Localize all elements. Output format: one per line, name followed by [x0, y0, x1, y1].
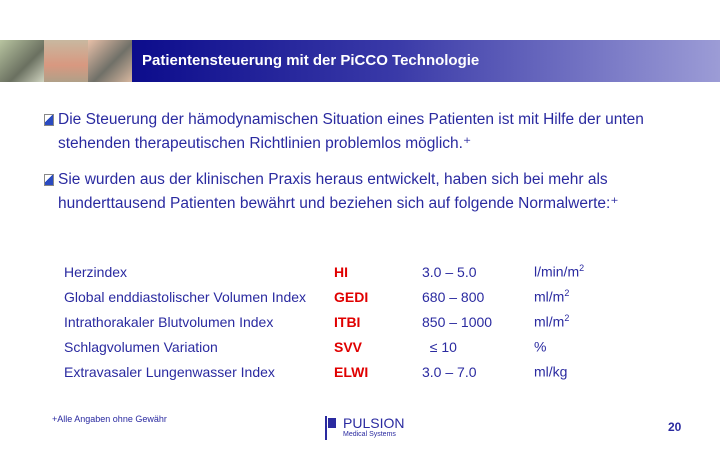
parameter-abbr: SVV — [334, 338, 363, 355]
anatomy-image — [44, 40, 88, 82]
title-bar: Patientensteuerung mit der PiCCO Technol… — [132, 40, 720, 82]
parameter-abbr: ELWI — [334, 363, 369, 380]
logo-mark-icon — [325, 416, 339, 440]
table-row: Schlagvolumen Variation SVV ≤ 10 % — [64, 334, 614, 359]
parameter-name: Herzindex — [64, 263, 128, 280]
unit: ml/m2 — [534, 309, 614, 334]
unit: ml/m2 — [534, 284, 614, 309]
unit-exponent: 2 — [564, 288, 570, 299]
unit: % — [534, 334, 614, 359]
catheter-image — [0, 40, 44, 82]
header-images — [0, 40, 132, 82]
parameter-name: Schlagvolumen Variation — [64, 338, 218, 355]
table-row: Herzindex HI 3.0 – 5.0 l/min/m2 — [64, 259, 614, 284]
unit-exponent: 2 — [564, 313, 570, 324]
parameter-name: Extravasaler Lungenwasser Index — [64, 363, 275, 380]
normal-range: 850 – 1000 — [422, 313, 493, 330]
bullet-1: Die Steuerung der hämodynamischen Situat… — [44, 108, 644, 156]
table-row: Global enddiastolischer Volumen Index GE… — [64, 284, 614, 309]
device-image — [88, 40, 132, 82]
parameter-name: Intrathorakaler Blutvolumen Index — [64, 313, 274, 330]
logo-name: PULSION — [343, 415, 405, 431]
unit: ml/kg — [534, 359, 614, 384]
unit-text: ml/m — [534, 288, 565, 305]
normal-range: 3.0 – 7.0 — [422, 363, 477, 380]
unit-text: ml/kg — [534, 363, 568, 380]
pulsion-logo: PULSION Medical Systems — [325, 416, 404, 440]
disclaimer: +Alle Angaben ohne Gewähr — [52, 414, 167, 424]
table-row: Extravasaler Lungenwasser Index ELWI 3.0… — [64, 359, 614, 384]
unit-exponent: 2 — [579, 263, 585, 274]
unit-text: ml/m — [534, 313, 565, 330]
note-bullet-icon — [44, 174, 54, 186]
bullet-2: Sie wurden aus der klinischen Praxis her… — [44, 168, 619, 216]
table-row: Intrathorakaler Blutvolumen Index ITBI 8… — [64, 309, 614, 334]
unit-text: l/min/m — [534, 263, 580, 280]
note-bullet-icon — [44, 114, 54, 126]
logo-sub: Medical Systems — [343, 431, 396, 438]
parameter-name: Global enddiastolischer Volumen Index — [64, 288, 307, 305]
parameter-abbr: ITBI — [334, 313, 361, 330]
normal-range: 680 – 800 — [422, 288, 485, 305]
parameter-abbr: GEDI — [334, 288, 369, 305]
normal-range: 3.0 – 5.0 — [422, 263, 477, 280]
normal-values-table: Herzindex HI 3.0 – 5.0 l/min/m2 Global en… — [64, 259, 614, 384]
unit: l/min/m2 — [534, 259, 614, 284]
slide-title: Patientensteuerung mit der PiCCO Technol… — [142, 52, 480, 69]
unit-text: % — [534, 338, 547, 355]
parameter-abbr: HI — [334, 263, 348, 280]
normal-range: ≤ 10 — [422, 338, 457, 355]
page-number: 20 — [668, 420, 682, 434]
